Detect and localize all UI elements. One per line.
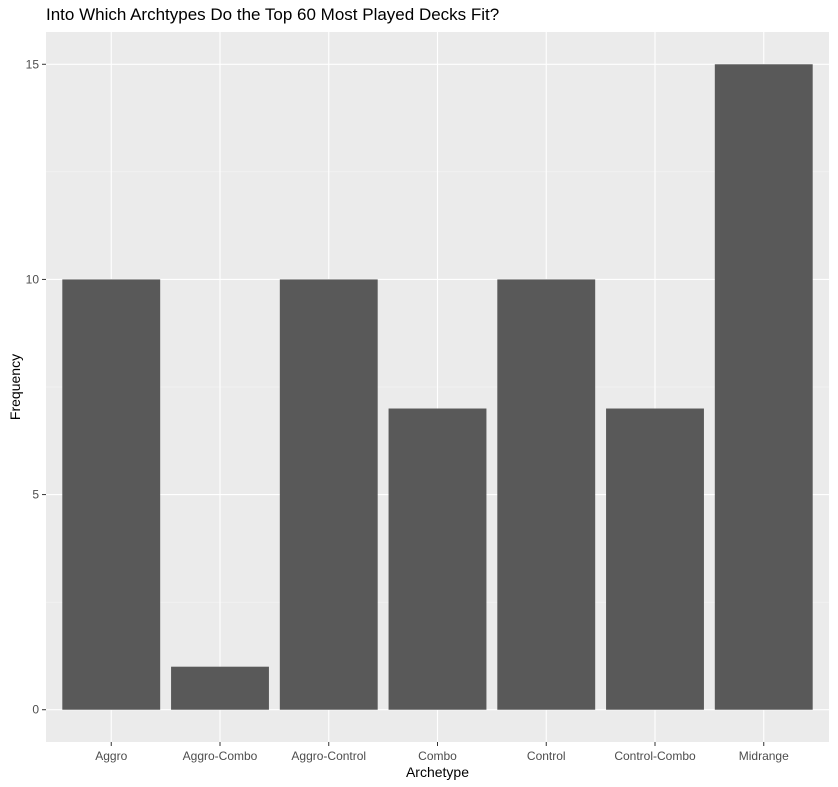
y-tick-label: 15 — [26, 57, 40, 71]
bar-aggro — [62, 279, 161, 710]
x-tick-label: Control-Combo — [614, 749, 696, 763]
y-tick-label: 5 — [32, 488, 39, 502]
bars — [62, 64, 813, 710]
bar-aggro-control — [279, 279, 378, 710]
bar-combo — [388, 408, 487, 710]
bar-control-combo — [606, 408, 704, 710]
x-axis: Aggro Aggro-Combo Aggro-Control Combo Contro… — [95, 742, 789, 763]
bar-midrange — [714, 64, 813, 710]
y-axis: 0 5 10 15 — [26, 57, 46, 717]
x-tick-label: Control — [527, 749, 566, 763]
x-tick-label: Aggro-Combo — [183, 749, 258, 763]
x-tick-label: Combo — [418, 749, 457, 763]
chart-title: Into Which Archtypes Do the Top 60 Most … — [46, 5, 500, 24]
y-tick-label: 10 — [26, 272, 40, 286]
x-tick-label: Midrange — [739, 749, 789, 763]
x-axis-title: Archetype — [406, 764, 469, 780]
bar-control — [497, 279, 596, 710]
bar-aggro-combo — [171, 666, 269, 710]
y-axis-title: Frequency — [7, 354, 23, 420]
x-tick-label: Aggro-Control — [291, 749, 366, 763]
x-tick-label: Aggro — [95, 749, 127, 763]
y-tick-label: 0 — [32, 703, 39, 717]
